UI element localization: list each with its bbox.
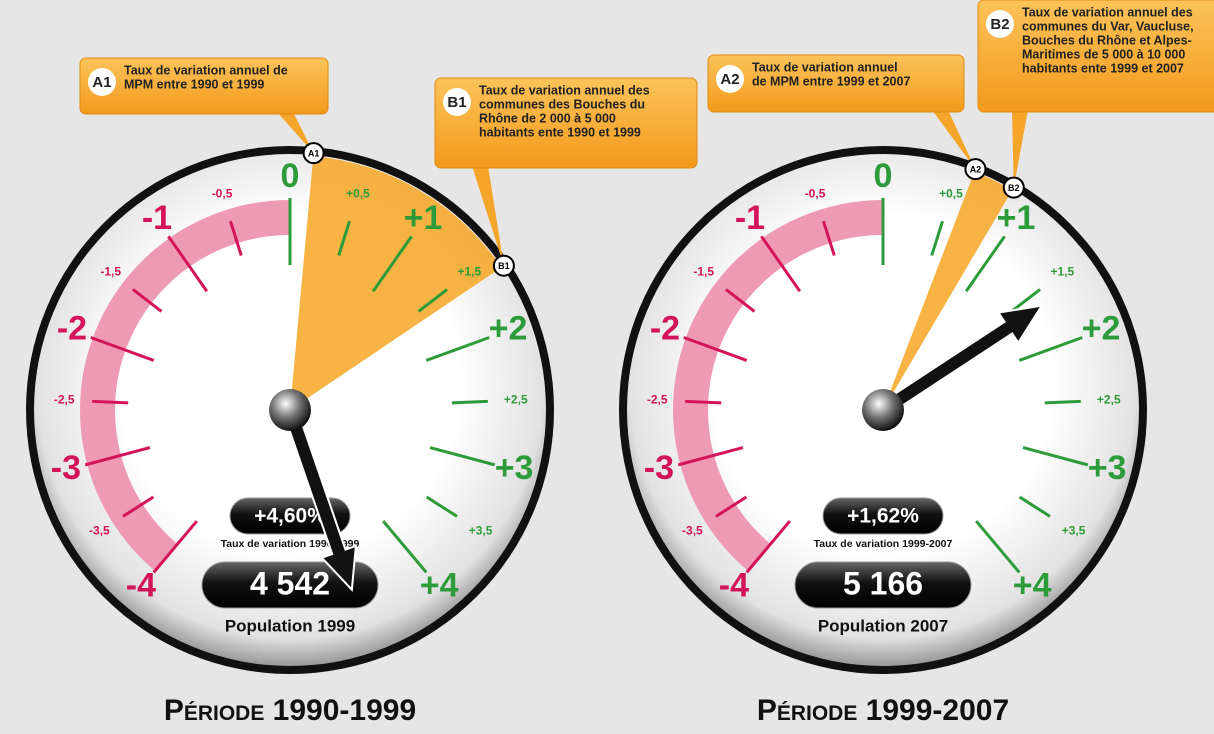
callout-text: de MPM entre 1999 et 2007 [752,74,910,88]
tick-label: -4 [126,567,156,605]
tick-label: -4 [719,567,749,605]
tick-label: +2 [1082,310,1121,348]
needle-knob [269,389,311,431]
tick-label: -1 [142,199,172,237]
tick-mark [452,401,488,403]
tick-label: +0,5 [346,187,370,201]
tick-label: +3,5 [1062,524,1086,538]
tick-label: +1,5 [1050,265,1074,279]
callout-name: A2 [720,71,739,88]
marker-name: A2 [970,165,982,175]
gauge-title: Période 1999-2007 [757,694,1009,727]
callout-text: Bouches du Rhône et Alpes- [1022,33,1192,47]
callout-text: Taux de variation annuel [752,60,898,74]
tick-label: -3 [644,449,674,487]
tick-label: -3 [51,449,81,487]
tick-label: +0,5 [939,187,963,201]
callout-text: habitants ente 1990 et 1999 [479,125,641,139]
population-caption: Population 1999 [225,616,355,635]
population-value: 5 166 [843,565,923,601]
tick-label: +2,5 [1097,392,1121,406]
tick-label: +3 [495,449,534,487]
tick-label: +3,5 [469,524,493,538]
tick-mark [92,401,128,403]
value-label: +1,62% [847,505,919,528]
callout-text: habitants ente 1999 et 2007 [1022,61,1184,75]
marker-name: A1 [308,148,320,158]
gauges: -4 -3,5 -3 -2,5 -2 -1,5 -1 -0,5 0 +0,5 +1 +1,5 +2 +2,… [0,0,1214,734]
tick-label: 0 [281,157,300,195]
tick-label: +1 [404,199,443,237]
callout-text: communes du Var, Vaucluse, [1022,19,1194,33]
callout-name: B2 [990,16,1009,33]
tick-label: -2 [650,310,680,348]
callout-pointer [1012,110,1028,188]
needle-knob [862,389,904,431]
value-caption: Taux de variation 1999-2007 [814,538,953,550]
callout-text: Taux de variation annuel des [1022,5,1193,19]
tick-label: -2,5 [54,392,75,406]
tick-label: +2,5 [504,392,528,406]
marker-name: B2 [1008,183,1020,193]
tick-mark [1045,401,1081,403]
callout-text: Maritimes de 5 000 à 10 000 [1022,47,1185,61]
tick-mark [685,401,721,403]
tick-label: 0 [874,157,893,195]
callout-text: MPM entre 1990 et 1999 [124,77,264,91]
tick-label: -3,5 [89,524,110,538]
tick-label: -0,5 [212,187,233,201]
tick-label: -1 [735,199,765,237]
page: -4 -3,5 -3 -2,5 -2 -1,5 -1 -0,5 0 +0,5 +1 +1,5 +2 +2,… [0,0,1214,734]
marker-name: B1 [498,261,510,271]
callout-name: B1 [447,94,466,111]
tick-label: +3 [1088,449,1127,487]
callout-text: communes des Bouches du [479,97,645,111]
population-caption: Population 2007 [818,616,948,635]
callout-text: Taux de variation annuel des [479,83,650,97]
tick-label: +1,5 [457,265,481,279]
tick-label: +4 [420,567,459,605]
tick-label: -2 [57,310,87,348]
callout-text: Rhône de 2 000 à 5 000 [479,111,616,125]
tick-label: -1,5 [100,265,121,279]
tick-label: +1 [997,199,1036,237]
tick-label: -0,5 [805,187,826,201]
tick-label: -1,5 [693,265,714,279]
callout-name: A1 [92,74,111,91]
tick-label: +4 [1013,567,1052,605]
tick-label: -3,5 [682,524,703,538]
population-value: 4 542 [250,565,330,601]
callout-text: Taux de variation annuel de [124,63,288,77]
tick-label: -2,5 [647,392,668,406]
gauge-title: Période 1990-1999 [164,694,416,727]
tick-label: +2 [489,310,528,348]
